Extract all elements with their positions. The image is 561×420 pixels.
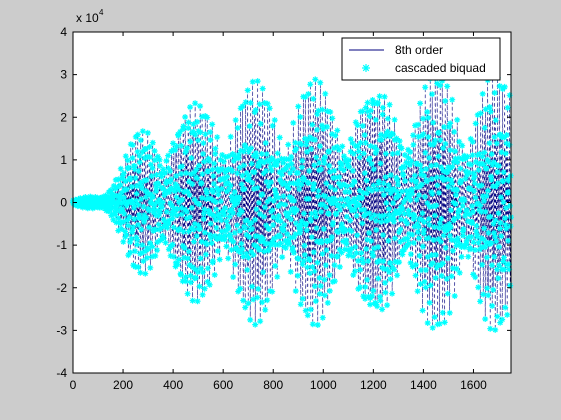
y-tick-label: 0 bbox=[60, 196, 67, 210]
y-tick-label: -2 bbox=[56, 281, 67, 295]
x-tick-label: 400 bbox=[163, 378, 183, 392]
x-tick-label: 1000 bbox=[310, 378, 337, 392]
y-tick-label: 1 bbox=[60, 153, 67, 167]
ticks-layer: 0 200 400 600 800 1000 1200 1400 1600 -4 -3 -2 -1 0 1 2… bbox=[56, 25, 511, 392]
y-tick-label: 2 bbox=[60, 110, 67, 124]
x-tick-label: 0 bbox=[70, 378, 77, 392]
y-tick-label: -3 bbox=[56, 323, 67, 337]
x-tick-label: 600 bbox=[213, 378, 233, 392]
x-tick-label: 1400 bbox=[410, 378, 437, 392]
y-tick-label: -4 bbox=[56, 366, 67, 380]
x-tick-label: 1600 bbox=[460, 378, 487, 392]
y-exponent-base: x 10 bbox=[76, 11, 99, 25]
y-tick-label: 3 bbox=[60, 68, 67, 82]
legend: 8th order cascaded biquad bbox=[341, 37, 501, 81]
legend-box bbox=[341, 37, 501, 81]
y-tick-label: 4 bbox=[60, 25, 67, 39]
legend-label-cascaded-biquad: cascaded biquad bbox=[395, 61, 486, 75]
x-tick-label: 1200 bbox=[360, 378, 387, 392]
y-exponent-power: 4 bbox=[99, 8, 104, 17]
x-tick-label: 800 bbox=[263, 378, 283, 392]
x-tick-label: 200 bbox=[113, 378, 133, 392]
legend-star-marker bbox=[362, 64, 370, 72]
y-tick-label: -1 bbox=[56, 238, 67, 252]
legend-label-8th-order: 8th order bbox=[395, 43, 443, 57]
legend-star-path bbox=[362, 64, 370, 72]
